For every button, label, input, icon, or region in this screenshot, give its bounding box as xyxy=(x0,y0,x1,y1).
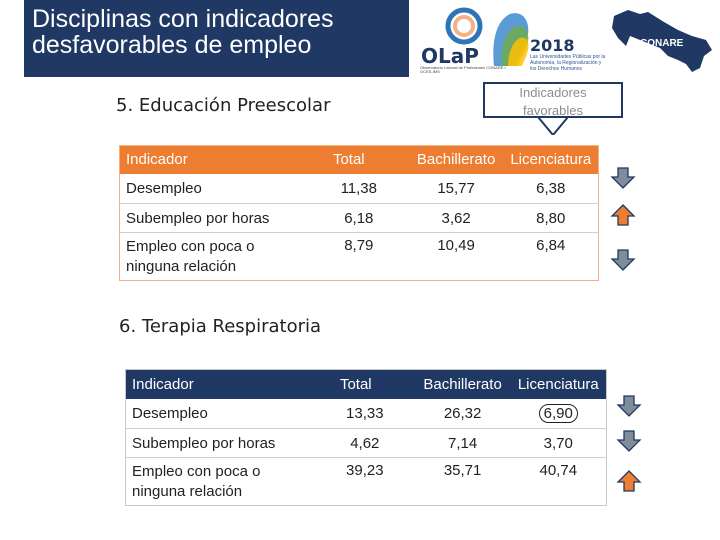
header-bachillerato: Bachillerato xyxy=(408,145,504,174)
section-title-preescolar: 5. Educación Preescolar xyxy=(116,95,331,116)
row-total: 13,33 xyxy=(346,404,384,422)
title-line-1: Disciplinas con indicadores xyxy=(32,5,334,33)
row-licenciatura: 6,38 xyxy=(536,179,566,197)
row-licenciatura: 8,80 xyxy=(503,203,599,233)
arrow-up-icon xyxy=(610,204,636,226)
table-preescolar: Indicador Total Bachillerato Licenciatur… xyxy=(119,145,599,281)
olap-logo-subtitle: Observatorio Laboral de Profesiones CONA… xyxy=(420,65,506,74)
row-bachillerato: 26,32 xyxy=(443,404,482,422)
olap-logo-text: OLaP xyxy=(421,44,479,68)
row-total: 11,38 xyxy=(340,179,377,197)
row-total: 4,62 xyxy=(314,428,415,458)
row-bachillerato: 3,62 xyxy=(408,203,504,233)
row-bachillerato: 7,14 xyxy=(414,428,511,458)
row-bachillerato: 10,49 xyxy=(408,232,504,281)
row-total: 8,79 xyxy=(308,232,409,281)
table-row: Empleo con poca o ninguna relación 8,79 … xyxy=(119,232,599,281)
row-indicator-line-2: ninguna relación xyxy=(132,483,243,500)
header-licenciatura: Licenciatura xyxy=(510,369,607,399)
header-indicador: Indicador xyxy=(119,145,309,174)
arrow-down-icon xyxy=(616,430,642,452)
row-licenciatura: 6,84 xyxy=(503,232,599,281)
row-indicator: Desempleo xyxy=(132,404,208,422)
row-indicator: Subempleo por horas xyxy=(125,428,315,458)
year-subtitle: Las Universidades Públicas por la Autono… xyxy=(530,54,606,72)
header-indicador: Indicador xyxy=(125,369,315,399)
row-indicator: Subempleo por horas xyxy=(119,203,309,233)
row-total: 6,18 xyxy=(308,203,409,233)
table-row: Subempleo por horas 6,18 3,62 8,80 xyxy=(119,203,599,233)
row-indicator-line-1: Empleo con poca o xyxy=(132,463,261,480)
section-title-terapia: 6. Terapia Respiratoria xyxy=(119,316,322,337)
table-row: Subempleo por horas 4,62 7,14 3,70 xyxy=(125,428,607,458)
arrow-down-icon xyxy=(610,249,636,271)
arrow-up-icon xyxy=(616,470,642,492)
table-row: Empleo con poca o ninguna relación 39,23… xyxy=(125,457,607,506)
row-indicator: Empleo con poca o ninguna relación xyxy=(125,457,315,506)
row-licenciatura: 3,70 xyxy=(510,428,607,458)
row-indicator-line-2: ninguna relación xyxy=(126,258,237,275)
highlighted-value: 6,90 xyxy=(538,403,578,423)
title-banner: Disciplinas con indicadores desfavorable… xyxy=(24,0,409,77)
header-total: Total xyxy=(314,369,415,399)
table-row: Desempleo 13,33 26,32 6,90 xyxy=(126,399,607,429)
header-total: Total xyxy=(308,145,409,174)
row-licenciatura: 6,90 xyxy=(511,399,607,429)
row-bachillerato: 35,71 xyxy=(414,457,511,506)
table-terapia: Indicador Total Bachillerato Licenciatur… xyxy=(125,369,607,506)
callout-line-2: favorables xyxy=(523,103,583,118)
title-line-2: desfavorables de empleo xyxy=(32,31,312,59)
row-indicator-line-1: Empleo con poca o xyxy=(126,238,255,255)
costa-rica-map-icon xyxy=(612,10,712,72)
arrow-down-icon xyxy=(616,395,642,417)
heads-logo-icon xyxy=(493,13,529,67)
favorable-indicators-callout: Indicadores favorables xyxy=(483,82,623,118)
callout-line-1: Indicadores xyxy=(519,85,587,100)
row-indicator: Empleo con poca o ninguna relación xyxy=(119,232,309,281)
header-licenciatura: Licenciatura xyxy=(503,145,599,174)
table-row: Desempleo 11,38 15,77 6,38 xyxy=(120,174,599,204)
header-bachillerato: Bachillerato xyxy=(414,369,511,399)
row-bachillerato: 15,77 xyxy=(437,179,475,197)
row-total: 39,23 xyxy=(314,457,415,506)
arrow-down-icon xyxy=(610,167,636,189)
callout-pointer-icon xyxy=(538,117,568,135)
row-indicator: Desempleo xyxy=(126,179,202,197)
row-licenciatura: 40,74 xyxy=(510,457,607,506)
olap-logo-icon xyxy=(445,7,483,45)
year-label: 2018 xyxy=(530,36,575,55)
conare-label: CONARE xyxy=(640,38,684,49)
